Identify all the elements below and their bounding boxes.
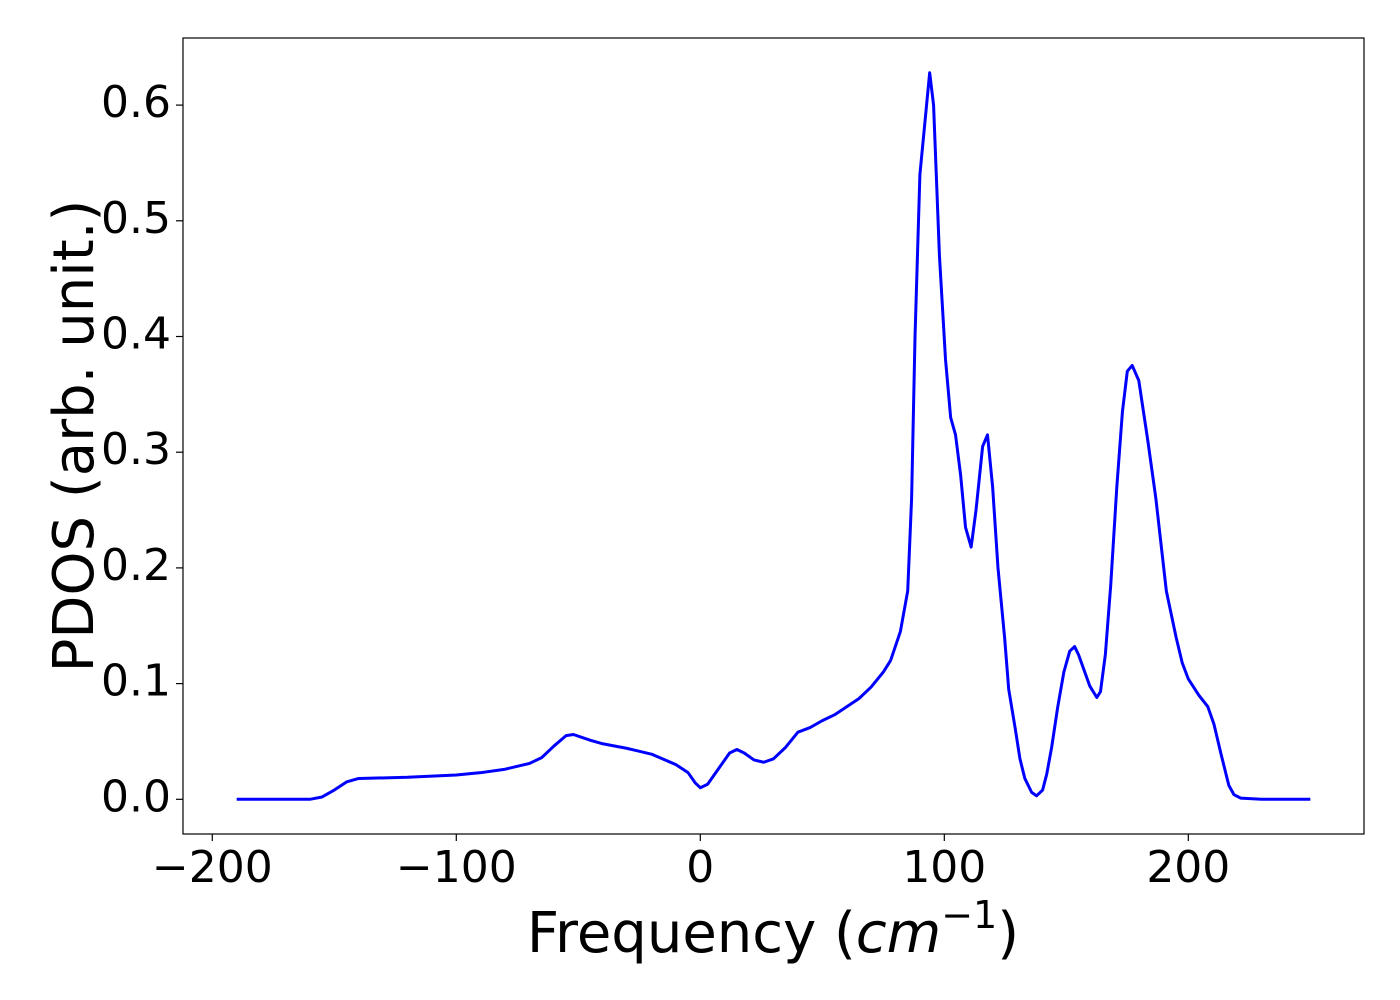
x-tick-label: −200 — [152, 842, 273, 893]
x-label-text: Frequency ( — [527, 901, 856, 966]
line-series — [236, 71, 1311, 801]
y-tick-label: 0.4 — [101, 309, 171, 360]
x-tick-label: 0 — [686, 842, 714, 893]
x-tick-label: 200 — [1146, 842, 1230, 893]
x-tick-label: −100 — [396, 842, 517, 893]
y-tick-label: 0.5 — [101, 193, 171, 244]
y-tick-label: 0.1 — [101, 656, 171, 707]
x-label-unit: cm — [856, 901, 941, 966]
x-label-exponent: −1 — [941, 893, 997, 937]
y-tick-label: 0.0 — [101, 771, 171, 822]
x-label-text: ) — [997, 901, 1019, 966]
y-tick-label: 0.2 — [101, 540, 171, 591]
x-axis-label: Frequency (cm−1) — [527, 893, 1019, 966]
x-tick-label: 100 — [902, 842, 986, 893]
y-tick-label: 0.6 — [101, 77, 171, 128]
plot-frame — [182, 37, 1365, 835]
y-axis-label: PDOS (arb. unit.) — [42, 200, 107, 673]
y-tick-label: 0.3 — [101, 424, 171, 475]
